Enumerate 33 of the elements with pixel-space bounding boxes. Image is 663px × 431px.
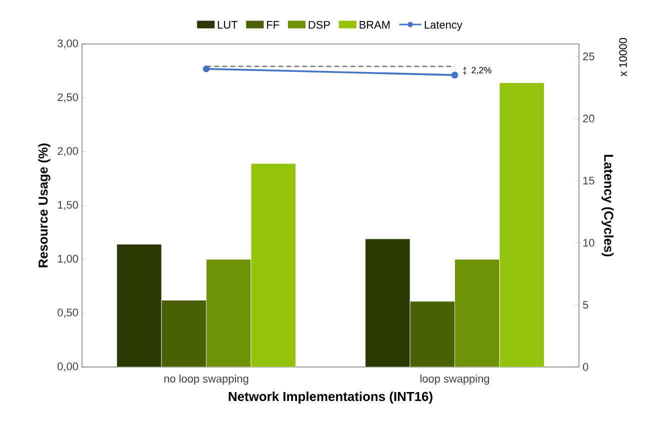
y-tick-label: 1,00 [58, 254, 78, 264]
bar [250, 163, 296, 367]
bar [206, 259, 252, 367]
y2-tick-label: 0 [582, 363, 588, 371]
text: x 10000 [619, 38, 627, 76]
y-tick-label: 1,50 [58, 200, 78, 210]
y2-tick-label: 10 [583, 238, 594, 247]
bar [499, 82, 544, 367]
y2-axis-title: Latency (Cycles) [602, 154, 614, 256]
legend-label: LUT [218, 21, 238, 29]
annotation: 2,2% [472, 66, 492, 74]
y-axis-title: Resource Usage (%) [38, 144, 50, 268]
bar [410, 301, 455, 367]
y2-tick-label: 25 [583, 52, 594, 60]
legend-label: DSP [308, 20, 330, 29]
legend-label: FF [267, 21, 280, 29]
y2-tick-label: 5 [582, 301, 588, 309]
x-axis-title: Network Implementations (INT16) [228, 392, 432, 404]
y2-tick-label: 15 [583, 176, 594, 184]
x-tick-label: no loop swapping [164, 374, 248, 385]
y2-tick-label: 20 [583, 114, 594, 122]
bar [454, 259, 500, 367]
legend-label: BRAM [360, 21, 390, 29]
y-tick-label: 2,50 [58, 93, 78, 102]
y-tick-label: 3,00 [58, 39, 78, 49]
y-tick-label: 0,00 [58, 362, 78, 372]
y-tick-label: 0,50 [58, 308, 78, 318]
x-tick-label: loop swapping [420, 374, 490, 385]
bar [365, 238, 410, 367]
legend-label: Latency [424, 21, 462, 31]
bar [161, 300, 206, 367]
bar [116, 244, 162, 367]
y-tick-label: 2,00 [58, 147, 78, 156]
